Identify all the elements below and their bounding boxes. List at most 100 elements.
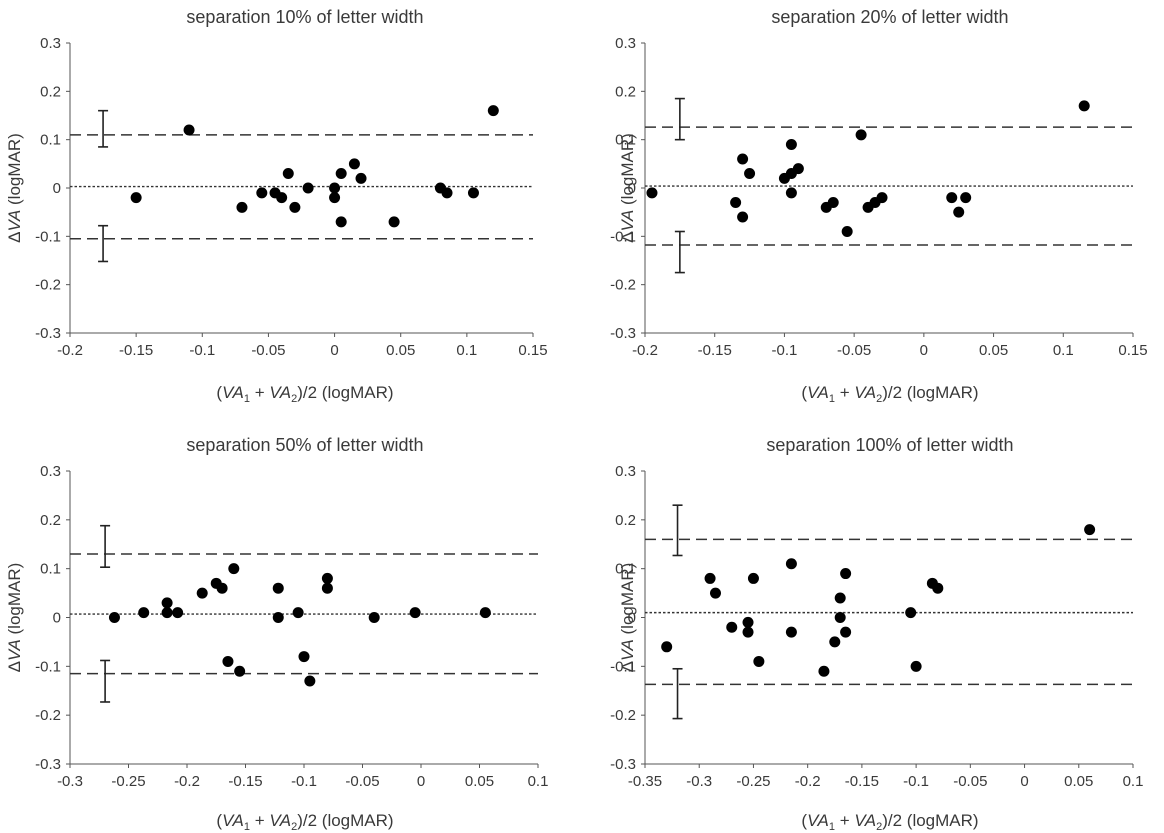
y-tick-label: -0.2 [610,277,636,294]
data-point [222,655,234,667]
y-tick-label: -0.1 [35,658,61,675]
x-tick-label: 0.15 [1118,342,1147,359]
y-axis-label: ΔVA (logMAR) [618,563,637,673]
data-point [704,572,716,584]
data-point [272,612,284,623]
x-tick-label: 0.1 [456,342,477,359]
x-tick-label: -0.35 [628,773,662,790]
y-axis-label: ΔVA (logMAR) [618,133,637,243]
data-point [646,187,658,199]
x-tick-label: -0.15 [228,773,262,790]
data-point [785,187,797,199]
data-point [953,206,965,218]
data-point [829,636,841,648]
data-point [216,582,228,594]
data-point [753,655,765,667]
y-tick-label: 0.1 [615,561,636,578]
y-tick-label: 0.2 [615,83,636,100]
x-tick-label: -0.25 [111,773,145,790]
x-tick-label: -0.2 [57,342,83,359]
y-axis-label: ΔVA (logMAR) [5,133,24,243]
data-point [228,563,240,575]
y-tick-label: -0.3 [610,756,636,773]
y-tick-label: 0.2 [40,512,61,529]
data-point [726,621,738,633]
data-point [298,651,310,663]
y-tick-label: -0.1 [35,228,61,245]
x-tick-label: 0.05 [979,342,1008,359]
x-tick-label: -0.2 [174,773,200,790]
x-tick-label: -0.15 [845,773,879,790]
data-point [834,612,846,623]
data-point [108,612,120,623]
data-point [1078,100,1090,112]
data-point [1084,524,1096,536]
data-point [236,201,248,213]
data-point [138,607,150,619]
chart-title: separation 100% of letter width [766,435,1013,455]
data-point [840,626,852,638]
data-point [329,182,341,194]
data-point [183,124,195,136]
y-tick-label: 0.1 [615,132,636,149]
x-tick-label: 0.1 [1123,773,1144,790]
x-tick-label: 0.05 [465,773,494,790]
chart-title: separation 50% of letter width [186,435,423,455]
x-axis-label: (VA1 + VA2)/2 (logMAR) [801,383,978,405]
y-tick-label: 0.2 [615,512,636,529]
x-tick-label: 0 [1020,773,1028,790]
data-point [409,607,421,619]
y-tick-label: -0.3 [35,756,61,773]
data-point [329,192,341,204]
y-tick-label: -0.1 [610,658,636,675]
data-point [785,558,797,570]
data-point [932,582,944,594]
data-point [785,139,797,150]
x-axis-label: (VA1 + VA2)/2 (logMAR) [216,383,393,405]
data-point [388,216,400,228]
upper-ci-errorbar [98,109,109,148]
data-point [130,192,142,204]
data-point [479,607,491,619]
y-tick-label: 0.3 [40,463,61,480]
y-tick-label: 0.3 [615,463,636,480]
x-tick-label: -0.05 [345,773,379,790]
x-tick-label: -0.05 [953,773,987,790]
data-point [272,582,284,594]
data-point [742,626,754,638]
x-tick-label: -0.2 [632,342,658,359]
x-tick-label: 0.15 [518,342,547,359]
data-point [196,587,208,599]
y-tick-label: 0.2 [40,83,61,100]
data-point [161,607,173,619]
x-tick-label: -0.1 [189,342,215,359]
data-point [785,626,797,638]
x-tick-label: 0.05 [386,342,415,359]
data-point [368,612,380,623]
data-point [487,105,499,117]
data-point [276,192,288,204]
lower-ci-errorbar [100,659,111,703]
data-point [905,607,917,619]
data-point [292,607,304,619]
y-tick-label: 0.1 [40,132,61,149]
data-point [467,187,479,199]
x-tick-label: -0.1 [903,773,929,790]
y-tick-label: 0 [628,610,636,627]
lower-ci-errorbar [674,230,685,274]
data-point [742,616,754,628]
data-point [744,168,756,179]
data-point [855,129,867,141]
x-tick-label: -0.05 [837,342,871,359]
data-point [302,182,314,194]
data-point [946,192,958,204]
data-point [355,172,367,184]
y-tick-label: 0 [53,180,61,197]
chart-panel-4: separation 100% of letter width -0.3 -0.2 -… [610,435,1143,833]
upper-ci-errorbar [672,504,683,557]
x-tick-label: 0 [417,773,425,790]
y-tick-label: -0.3 [35,325,61,342]
lower-ci-errorbar [98,224,109,263]
data-point [335,168,347,179]
